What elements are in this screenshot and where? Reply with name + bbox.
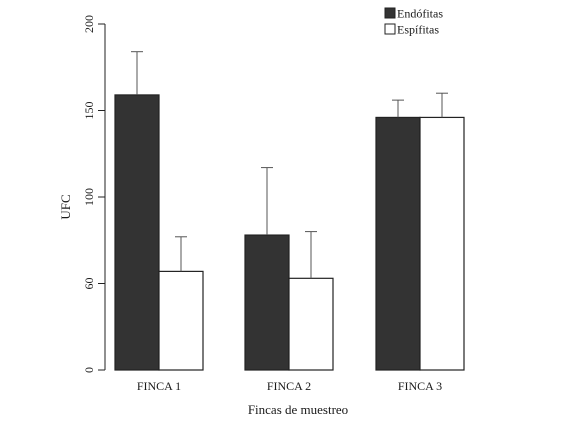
legend: Endófitas Espífitas: [384, 7, 443, 37]
legend-label-endofitas: Endófitas: [397, 7, 443, 21]
x-category-label: FINCA 2: [267, 379, 311, 393]
error-bars: [131, 51, 448, 279]
y-tick-label: 150: [82, 102, 96, 120]
legend-swatch-endofitas: [384, 7, 396, 19]
bar-endofitas: [244, 234, 290, 371]
y-tick-label: 100: [82, 188, 96, 206]
bar-endofitas: [114, 94, 160, 371]
x-category-label: FINCA 3: [398, 379, 442, 393]
x-category-label: FINCA 1: [137, 379, 181, 393]
y-tick-label: 60: [82, 278, 96, 290]
bars: [114, 94, 465, 371]
y-tick-label: 200: [82, 15, 96, 33]
bar-endofitas: [375, 116, 421, 371]
y-axis-title: UFC: [58, 194, 73, 219]
legend-label-espifitas: Espífitas: [397, 23, 439, 37]
axes: 0 60 100 150 200: [82, 15, 106, 373]
x-axis-title: Fincas de muestreo: [248, 402, 348, 417]
bar-espifitas: [288, 277, 334, 371]
labels: UFC FINCA 1 FINCA 2 FINCA 3 Fincas de muestr…: [58, 194, 442, 417]
bar-espifitas: [419, 116, 465, 371]
legend-swatch-espifitas: [384, 23, 396, 35]
y-tick-label: 0: [82, 367, 96, 373]
bar-espifitas: [158, 270, 204, 371]
